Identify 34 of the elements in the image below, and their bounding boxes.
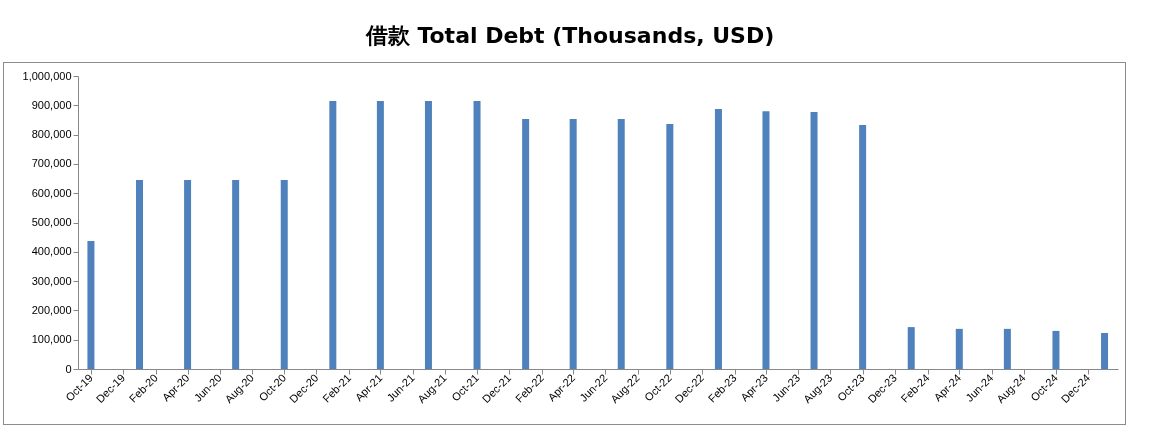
bar: [1003, 328, 1011, 369]
y-tick-label: 500,000: [31, 216, 72, 228]
y-tick-label: 900,000: [31, 98, 72, 111]
y-tick-label: 0: [65, 362, 72, 375]
y-tick-label: 200,000: [31, 303, 72, 316]
bar: [87, 240, 95, 369]
y-tick-label: 600,000: [31, 186, 72, 199]
y-tick-label: 300,000: [31, 274, 72, 287]
bar: [1101, 332, 1109, 369]
bar: [907, 327, 915, 369]
bar: [714, 109, 722, 369]
bar: [424, 100, 432, 369]
chart-title: 借款 Total Debt (Thousands, USD): [364, 23, 775, 48]
bar: [232, 180, 240, 369]
y-tick-label: 1,000,000: [22, 69, 72, 82]
y-tick-label: 400,000: [31, 245, 72, 258]
bar: [522, 119, 530, 369]
bar: [329, 100, 337, 369]
bar: [666, 124, 674, 369]
bar: [955, 328, 963, 369]
bar: [184, 180, 192, 369]
bar: [810, 112, 818, 369]
bar: [376, 100, 384, 369]
y-tick-label: 800,000: [31, 128, 72, 141]
y-tick-label: 100,000: [31, 333, 72, 346]
bar: [859, 124, 867, 369]
bar: [136, 180, 144, 369]
bar: [1052, 330, 1060, 369]
bar: [280, 180, 288, 369]
y-tick-label: 700,000: [31, 157, 72, 170]
bar: [762, 111, 770, 369]
bar: [473, 100, 481, 369]
bar: [569, 119, 577, 369]
bar: [617, 119, 625, 369]
